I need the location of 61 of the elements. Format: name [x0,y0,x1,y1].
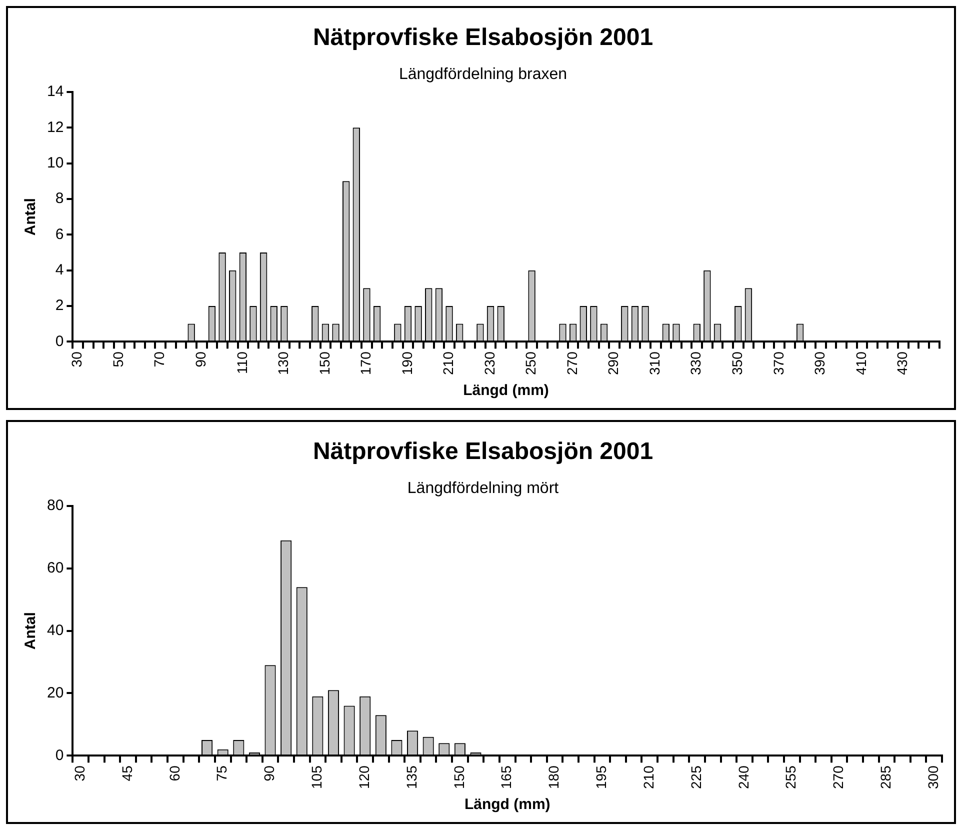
x-tick-label: 135 [403,765,420,789]
x-tick-label: 110 [234,351,250,374]
x-tick-label: 225 [688,765,704,789]
x-tick-label: 285 [878,765,894,789]
y-tick-label: 0 [55,746,64,764]
y-tick-label: 2 [55,297,64,314]
chart-subtitle: Längdfördelning braxen [398,66,568,83]
y-tick-label: 60 [46,560,64,577]
x-tick-label: 190 [398,351,415,375]
x-tick-label: 165 [498,765,514,789]
y-tick-label: 0 [55,332,64,350]
x-tick-label: 90 [192,351,209,368]
x-tick-label: 270 [830,765,846,789]
x-tick-label: 30 [68,351,85,368]
x-tick-label: 255 [782,765,799,789]
x-tick-label: 170 [358,351,374,375]
y-tick-label: 20 [46,684,64,702]
x-tick-label: 90 [261,765,278,782]
y-tick-label: 80 [46,497,64,514]
y-tick-label: 10 [46,154,64,172]
x-tick-label: 105 [308,765,325,789]
x-tick-label: 70 [151,351,168,368]
x-tick-label: 50 [110,351,126,368]
x-tick-label: 230 [481,351,498,375]
x-tick-label: 150 [450,765,467,789]
x-tick-label: 30 [71,765,88,782]
x-tick-label: 150 [316,351,332,375]
x-tick-label: 270 [564,351,580,375]
chart-title: Nätprovfiske Elsabosjön 2001 [312,24,654,52]
x-tick-label: 370 [770,351,786,375]
x-tick-label: 240 [735,765,752,789]
x-tick-label: 210 [440,351,456,375]
x-tick-label: 45 [118,765,135,782]
x-tick-label: 250 [522,351,539,375]
x-tick-label: 300 [925,765,942,789]
x-tick-label: 390 [812,351,828,375]
y-tick-label: 14 [46,83,64,100]
x-tick-label: 330 [688,351,704,375]
chart-title: Nätprovfiske Elsabosjön 2001 [312,438,654,466]
x-tick-label: 120 [356,765,372,789]
y-tick-label: 8 [55,190,64,208]
x-tick-label: 430 [894,351,910,375]
y-axis-title: Antal [22,198,40,236]
x-tick-label: 210 [640,765,656,789]
y-axis-title: Antal [22,612,40,650]
x-tick-label: 180 [546,765,562,789]
x-tick-label: 60 [166,765,182,782]
x-tick-label: 195 [593,765,610,789]
x-tick-label: 410 [852,351,869,375]
x-tick-label: 290 [605,351,622,375]
y-tick-label: 4 [55,261,64,278]
y-tick-label: 40 [46,622,64,639]
x-tick-label: 75 [214,765,230,782]
y-tick-label: 12 [46,118,64,136]
chart-subtitle: Längdfördelning mört [407,480,560,497]
y-tick-label: 6 [55,226,64,243]
x-axis-title: Längd (mm) [463,382,549,400]
x-tick-label: 310 [646,351,662,375]
x-tick-label: 130 [275,351,292,375]
x-tick-label: 350 [729,351,745,375]
x-axis-title: Längd (mm) [464,796,550,814]
